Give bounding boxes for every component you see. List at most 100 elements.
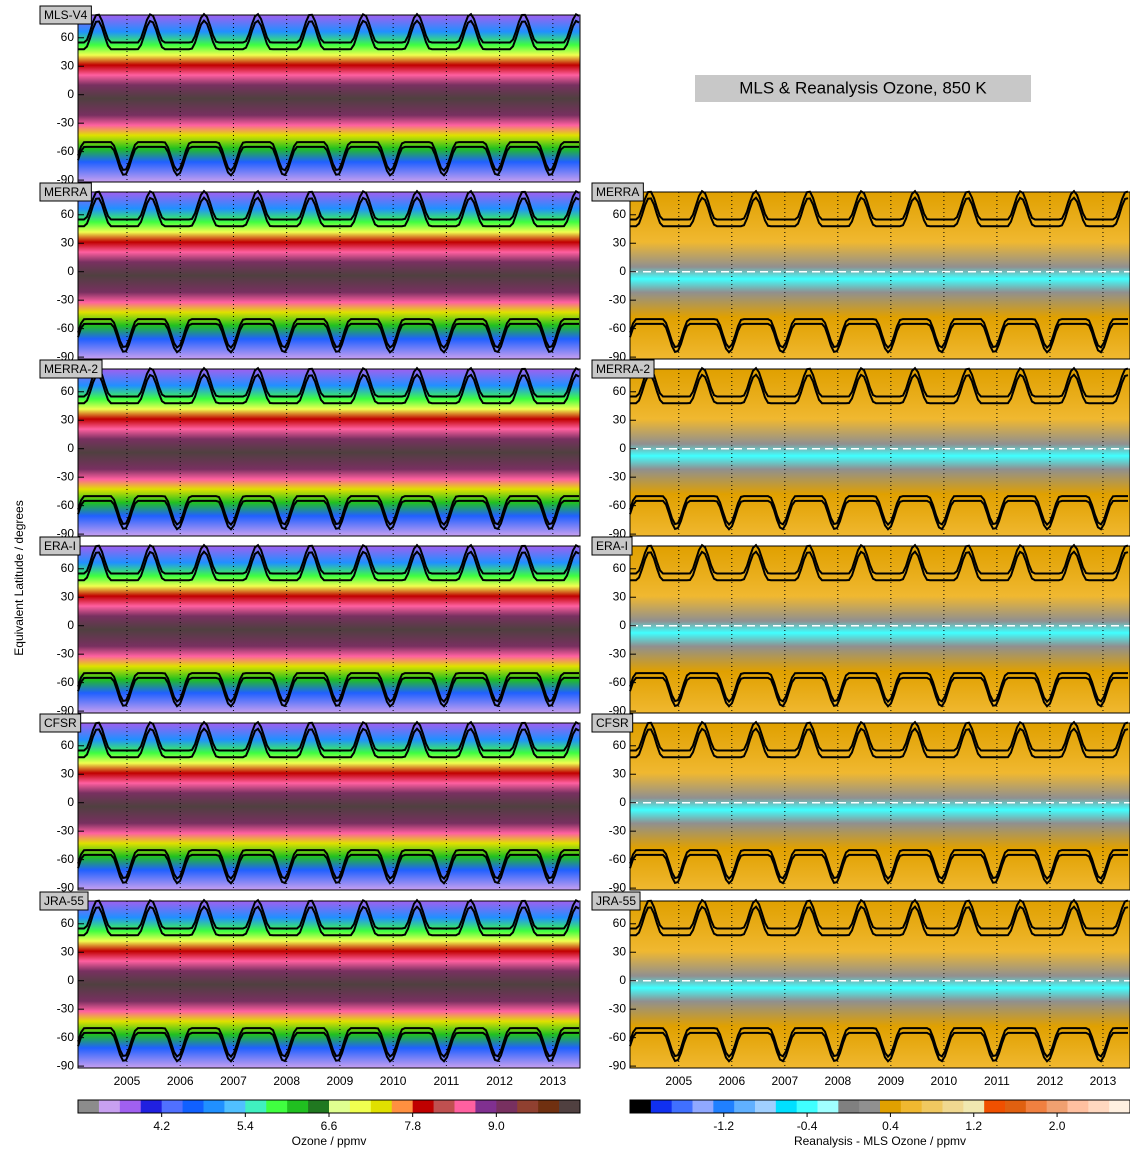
y-tick-label: 60 [61,916,75,930]
y-tick-label: 30 [61,235,75,249]
contour-line [78,189,580,221]
y-tick-label: 0 [619,618,626,632]
panel-label: JRA-55 [596,894,636,908]
contour-line [78,366,580,398]
chart-title: MLS & Reanalysis Ozone, 850 K [739,78,987,97]
y-tick-label: 60 [61,738,75,752]
y-tick-label: -30 [57,823,75,837]
y-tick-label: -90 [609,1058,627,1072]
colorbar-swatch [517,1100,539,1113]
contour-line [629,322,1128,354]
contour-line [630,196,1129,228]
y-tick-label: -90 [57,1058,75,1072]
y-tick-label: -90 [57,880,75,894]
colorbar-tick-label: 6.6 [321,1119,338,1133]
y-tick-label: 60 [613,738,627,752]
contour-line [77,1027,579,1059]
panel-label-box [591,891,641,911]
colorbar-tick-label: 5.4 [237,1119,254,1133]
panel-label: CFSR [44,716,77,730]
colorbar-swatch [329,1100,351,1113]
y-tick-label: 30 [61,412,75,426]
y-tick-label: 60 [61,384,75,398]
colorbar-label: Ozone / ppmv [292,1134,367,1148]
contour-line [630,898,1129,930]
y-tick-label: 0 [67,441,74,455]
contour-line [630,543,1129,575]
colorbar-swatch [921,1100,943,1113]
y-tick-label: -60 [57,321,75,335]
y-tick-label: -30 [609,1001,627,1015]
contour-line [78,19,580,51]
colorbar-swatch [203,1100,225,1113]
x-tick-label: 2009 [878,1074,905,1088]
y-tick-label: -30 [57,1001,75,1015]
colorbar-swatch [370,1100,393,1113]
y-tick-label: -60 [609,852,627,866]
y-tick-label: -30 [57,469,75,483]
panel-frame [629,191,1130,360]
panel-frame [77,14,581,183]
y-tick-label: -30 [609,292,627,306]
y-tick-label: 0 [67,973,74,987]
colorbar-swatch [454,1100,476,1113]
contour-line [78,905,580,937]
contour-line [629,318,1128,350]
colorbar-swatch [1067,1100,1089,1113]
contour-line [630,189,1129,221]
y-tick-label: 0 [619,795,626,809]
y-tick-label: -30 [609,823,627,837]
contour-line [78,196,580,228]
colorbar-swatch [245,1100,267,1113]
colorbar-swatch [119,1100,142,1113]
colorbar-swatch [859,1100,881,1113]
colorbar-swatch [391,1100,414,1113]
colorbar-swatch [900,1100,923,1113]
colorbar-swatch [692,1100,714,1113]
panel-frame [629,545,1130,714]
contour-line [629,672,1128,704]
contour-line [629,499,1128,531]
contour-line [78,550,580,582]
colorbar-tick-label: 0.4 [882,1119,899,1133]
contour-line [77,499,579,531]
colorbar-swatch [412,1100,435,1113]
contour-line [629,849,1128,881]
panel-frame [629,722,1130,891]
contour-line [629,676,1128,708]
contour-line [77,145,579,177]
colorbar-swatch [266,1100,288,1113]
y-tick-label: -30 [57,646,75,660]
colorbar-swatch [538,1100,560,1113]
y-tick-label: 30 [613,766,627,780]
panel-label-box [591,359,655,379]
panel-label-box [39,713,82,733]
panel-label-box [39,359,103,379]
colorbar-swatch [287,1100,309,1113]
colorbar-swatch [963,1100,985,1113]
contour-line [629,495,1128,527]
contour-line [77,1031,579,1063]
y-tick-label: 30 [613,944,627,958]
y-tick-label: 0 [619,973,626,987]
contour-line [78,727,580,759]
panel-label: JRA-55 [44,894,84,908]
colorbar-swatch [880,1100,902,1113]
colorbar-tick-label: -0.4 [797,1119,818,1133]
x-tick-label: 2008 [273,1074,300,1088]
y-tick-label: -60 [609,321,627,335]
y-tick-label: -60 [57,1030,75,1044]
panel-label: CFSR [596,716,629,730]
y-tick-label: -90 [609,880,627,894]
y-tick-label: 60 [613,207,627,221]
colorbar-swatch [942,1100,964,1113]
colorbar-swatch [630,1100,652,1113]
y-tick-label: 0 [67,795,74,809]
colorbar-tick-label: 4.2 [153,1119,170,1133]
contour-line [78,373,580,405]
contour-line [77,495,579,527]
y-tick-label: 0 [619,264,626,278]
colorbar-swatch [140,1100,163,1113]
panel-label-box [591,536,633,556]
contour-line [77,318,579,350]
